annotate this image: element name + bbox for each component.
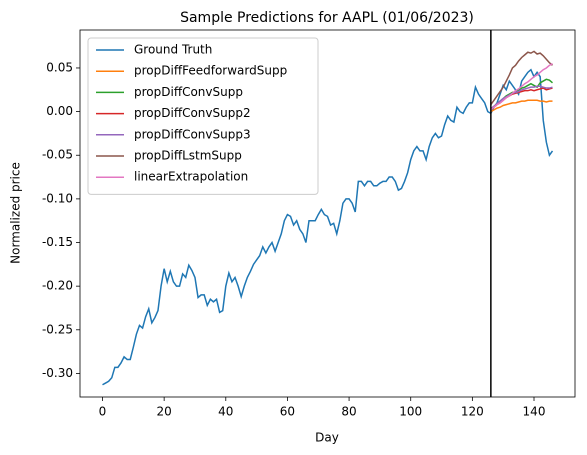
series-line [490,62,553,111]
x-tick-label: 100 [399,405,422,419]
legend-label: propDiffConvSupp2 [134,106,251,120]
series-line [490,99,553,113]
y-tick-label: 0.00 [46,104,73,118]
legend-label: propDiffLstmSupp [134,149,242,163]
y-tick-label: -0.05 [42,148,73,162]
plot-frame [79,29,576,398]
y-tick-label: -0.20 [42,279,73,293]
x-tick-label: 120 [461,405,484,419]
legend-label: linearExtrapolation [134,170,248,184]
y-tick-label: 0.05 [46,60,73,74]
legend-box [87,37,319,195]
legend-label: propDiffFeedforwardSupp [134,64,287,78]
x-tick-label: 140 [523,405,546,419]
y-tick-label: -0.15 [42,235,73,249]
y-tick-label: -0.25 [42,322,73,336]
series-line [490,50,553,106]
x-tick-label: 60 [280,405,295,419]
x-tick-label: 40 [218,405,233,419]
legend-label: Ground Truth [134,43,212,57]
y-tick-label: -0.10 [42,191,73,205]
x-axis-label: Day [315,431,339,445]
series-line [102,68,554,386]
y-tick-label: -0.30 [42,366,73,380]
legend-label: propDiffConvSupp [134,85,243,99]
x-tick-label: 20 [157,405,172,419]
chart-title: Sample Predictions for AAPL (01/06/2023) [180,10,474,26]
legend-label: propDiffConvSupp3 [134,127,251,141]
y-axis-label: Normalized price [9,162,23,264]
x-tick-label: 80 [341,405,356,419]
series-line [490,85,553,110]
x-tick-label: 0 [99,405,107,419]
